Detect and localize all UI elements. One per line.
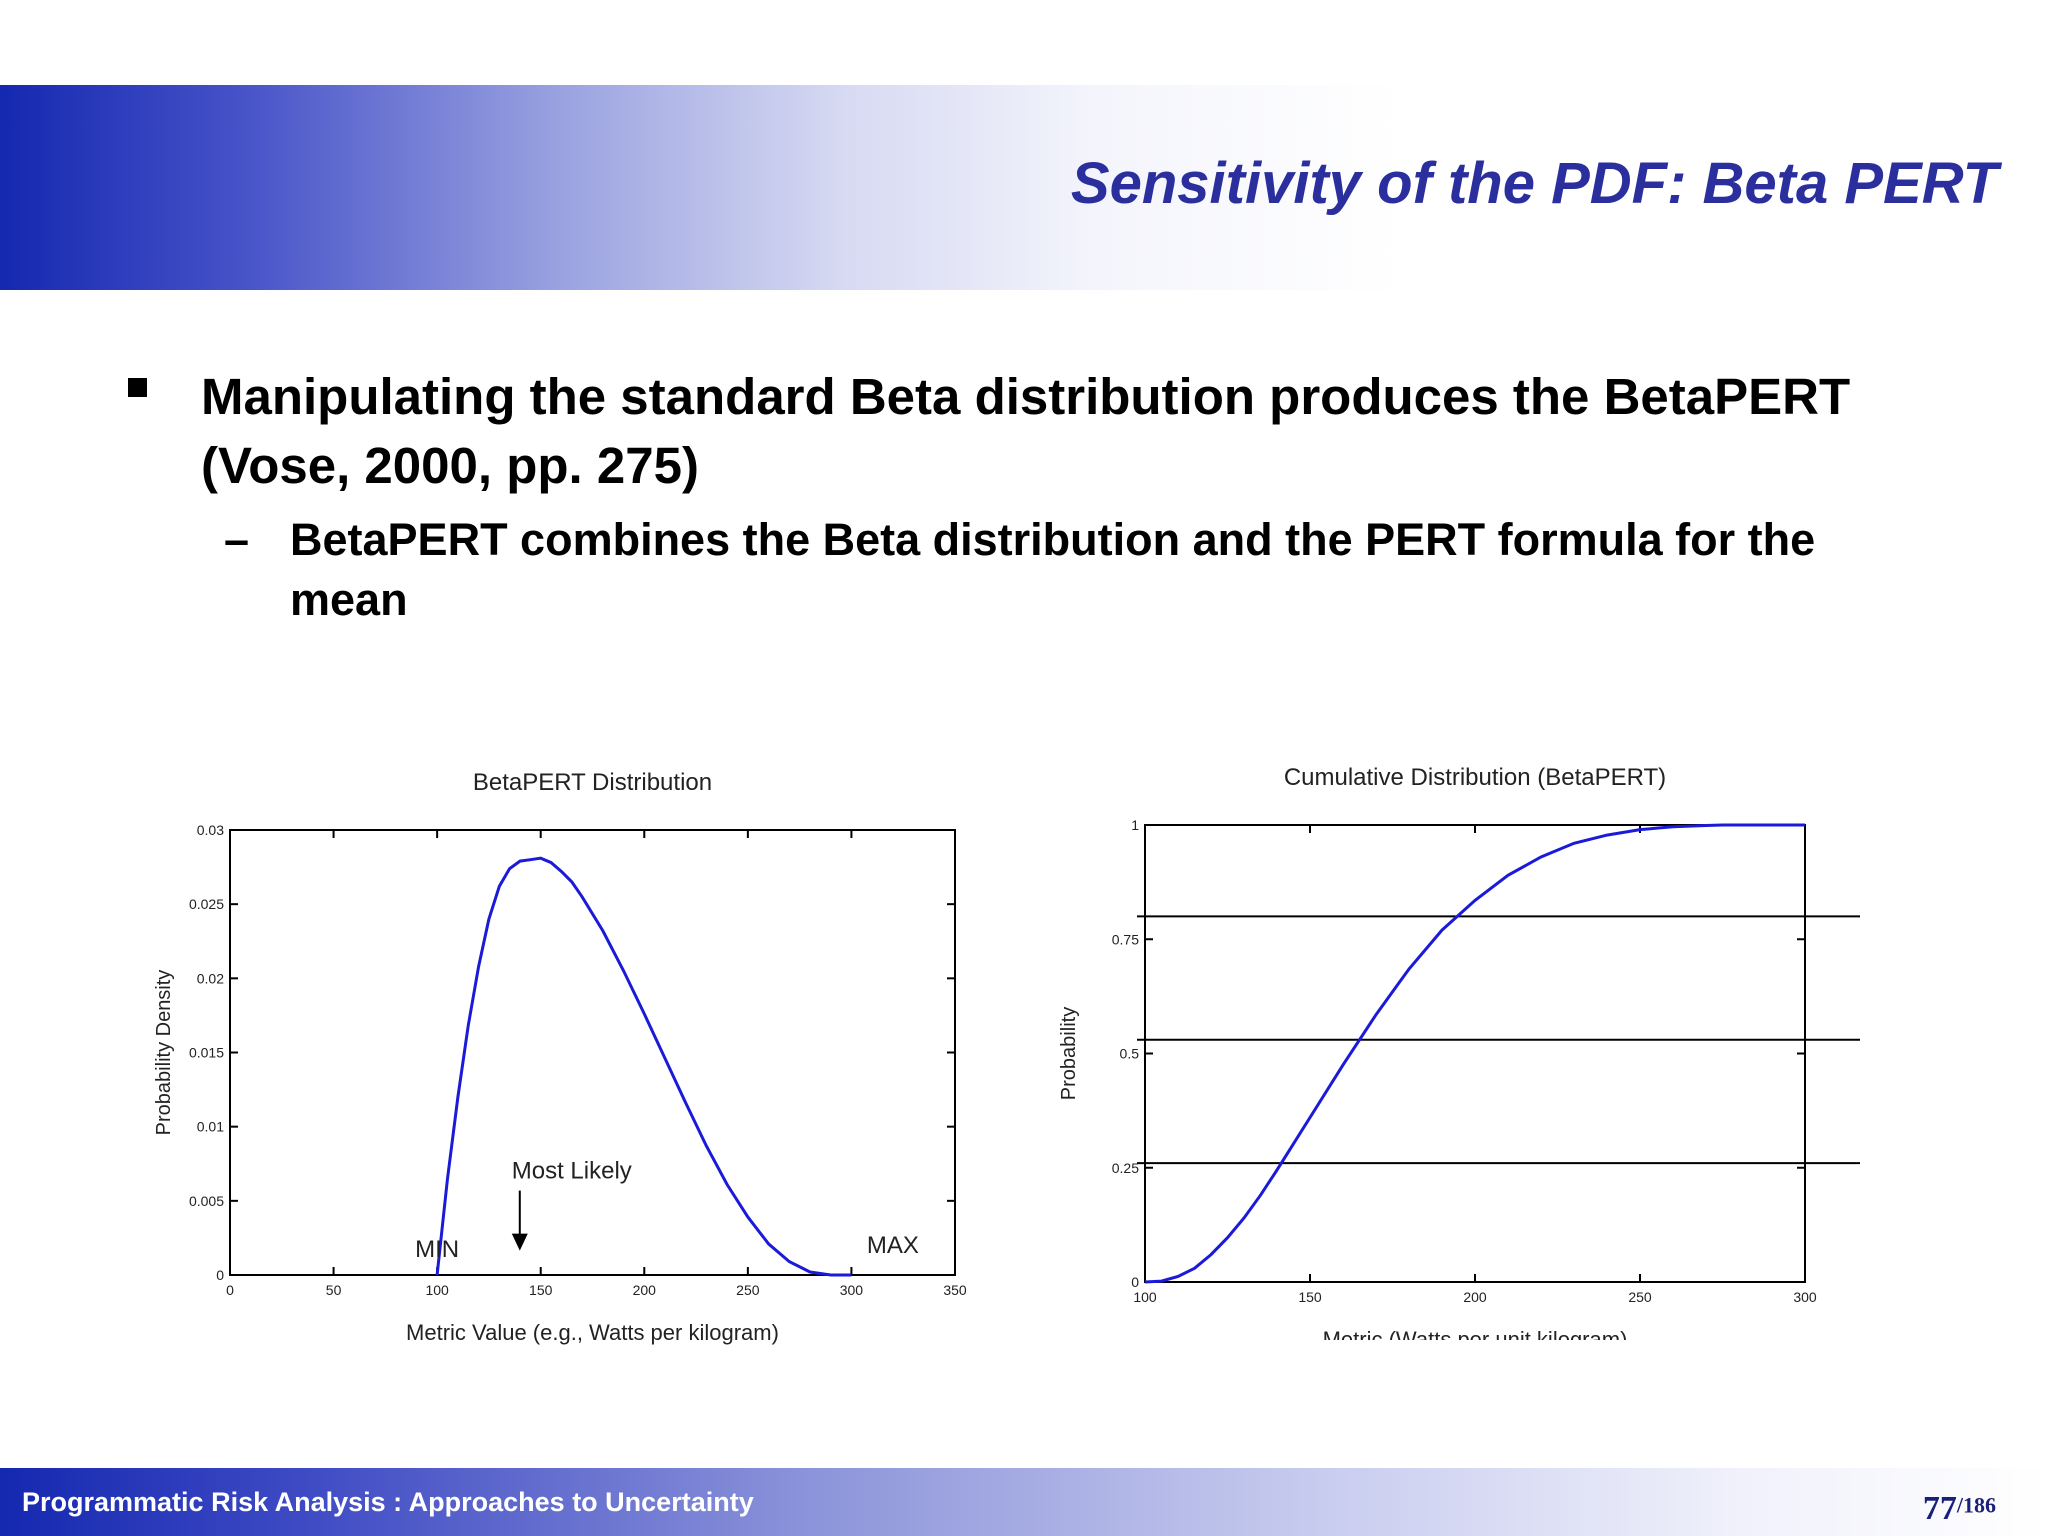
chart-title: BetaPERT Distribution: [473, 769, 712, 796]
y-tick-label: 0.5: [1120, 1046, 1140, 1062]
x-tick-label: 150: [1298, 1289, 1322, 1305]
sub-bullet-dash: –: [224, 514, 250, 565]
y-tick-label: 1: [1131, 817, 1139, 833]
y-tick-label: 0.015: [189, 1045, 224, 1061]
y-axis-label: Probability Density: [153, 970, 175, 1136]
x-tick-label: 250: [1628, 1289, 1652, 1305]
x-axis-label: Metric Value (e.g., Watts per kilogram): [406, 1320, 779, 1345]
pdf-chart: 0 50 100 150 200 250 300 350 0 0.005 0.01 0.015 0.02…: [140, 760, 1000, 1360]
annotation-min: MIN: [415, 1236, 459, 1263]
y-tick-label: 0.25: [1112, 1160, 1139, 1176]
main-bullet-text: Manipulating the standard Beta distribut…: [201, 368, 1851, 494]
y-tick-label: 0: [216, 1267, 224, 1283]
bullet-square-icon: [128, 378, 147, 397]
x-tick-label: 0: [226, 1282, 234, 1298]
x-tick-label: 200: [1463, 1289, 1487, 1305]
series-line-0: [435, 856, 852, 1277]
most-likely-arrow-head-icon: [511, 1233, 528, 1251]
cdf-chart: 100 150 200 250 300 0 0.25 0.5 0.75 1 Cumulative D…: [1040, 760, 1880, 1340]
page-total: /186: [1956, 1492, 1996, 1518]
chart-title: Cumulative Distribution (BetaPERT): [1284, 764, 1666, 791]
x-tick-label: 100: [1133, 1289, 1157, 1305]
footer-band: [0, 1468, 2048, 1536]
x-tick-label: 300: [840, 1282, 864, 1298]
footer-text: Programmatic Risk Analysis : Approaches …: [22, 1487, 754, 1517]
slide-title: Sensitivity of the PDF: Beta PERT: [1070, 151, 1998, 216]
page-number: 77/186: [1923, 1490, 1996, 1528]
annotation-max: MAX: [867, 1232, 919, 1259]
annotation-most-likely: Most Likely: [512, 1158, 632, 1185]
plot-frame: [1144, 824, 1806, 1283]
x-tick-label: 100: [425, 1282, 449, 1298]
plot-frame: [229, 829, 956, 1276]
pdf-chart-svg: 0 50 100 150 200 250 300 350 0 0.005 0.01 0.015 0.02…: [153, 769, 967, 1345]
y-tick-label: 0.02: [197, 970, 224, 986]
y-tick-label: 0.03: [197, 822, 224, 838]
title-band: [0, 85, 2000, 290]
y-axis-label: Probability: [1058, 1007, 1080, 1100]
x-tick-label: 350: [943, 1282, 967, 1298]
y-tick-label: 0.75: [1112, 931, 1139, 947]
x-tick-label: 250: [736, 1282, 760, 1298]
x-axis-label: Metric (Watts per unit kilogram): [1323, 1327, 1628, 1340]
y-tick-label: 0.025: [189, 896, 224, 912]
page-current: 77: [1922, 1490, 1957, 1527]
y-tick-label: 0: [1131, 1274, 1139, 1290]
y-tick-label: 0.005: [189, 1193, 224, 1209]
x-tick-label: 150: [529, 1282, 553, 1298]
y-tick-label: 0.01: [197, 1119, 224, 1135]
x-tick-label: 200: [633, 1282, 657, 1298]
cdf-chart-svg: 100 150 200 250 300 0 0.25 0.5 0.75 1 Cumulative D…: [1058, 764, 1860, 1340]
x-tick-label: 50: [326, 1282, 342, 1298]
series-line-0: [1144, 823, 1805, 1284]
x-tick-label: 300: [1793, 1289, 1817, 1305]
sub-bullet-text: BetaPERT combines the Beta distribution …: [290, 514, 1816, 625]
